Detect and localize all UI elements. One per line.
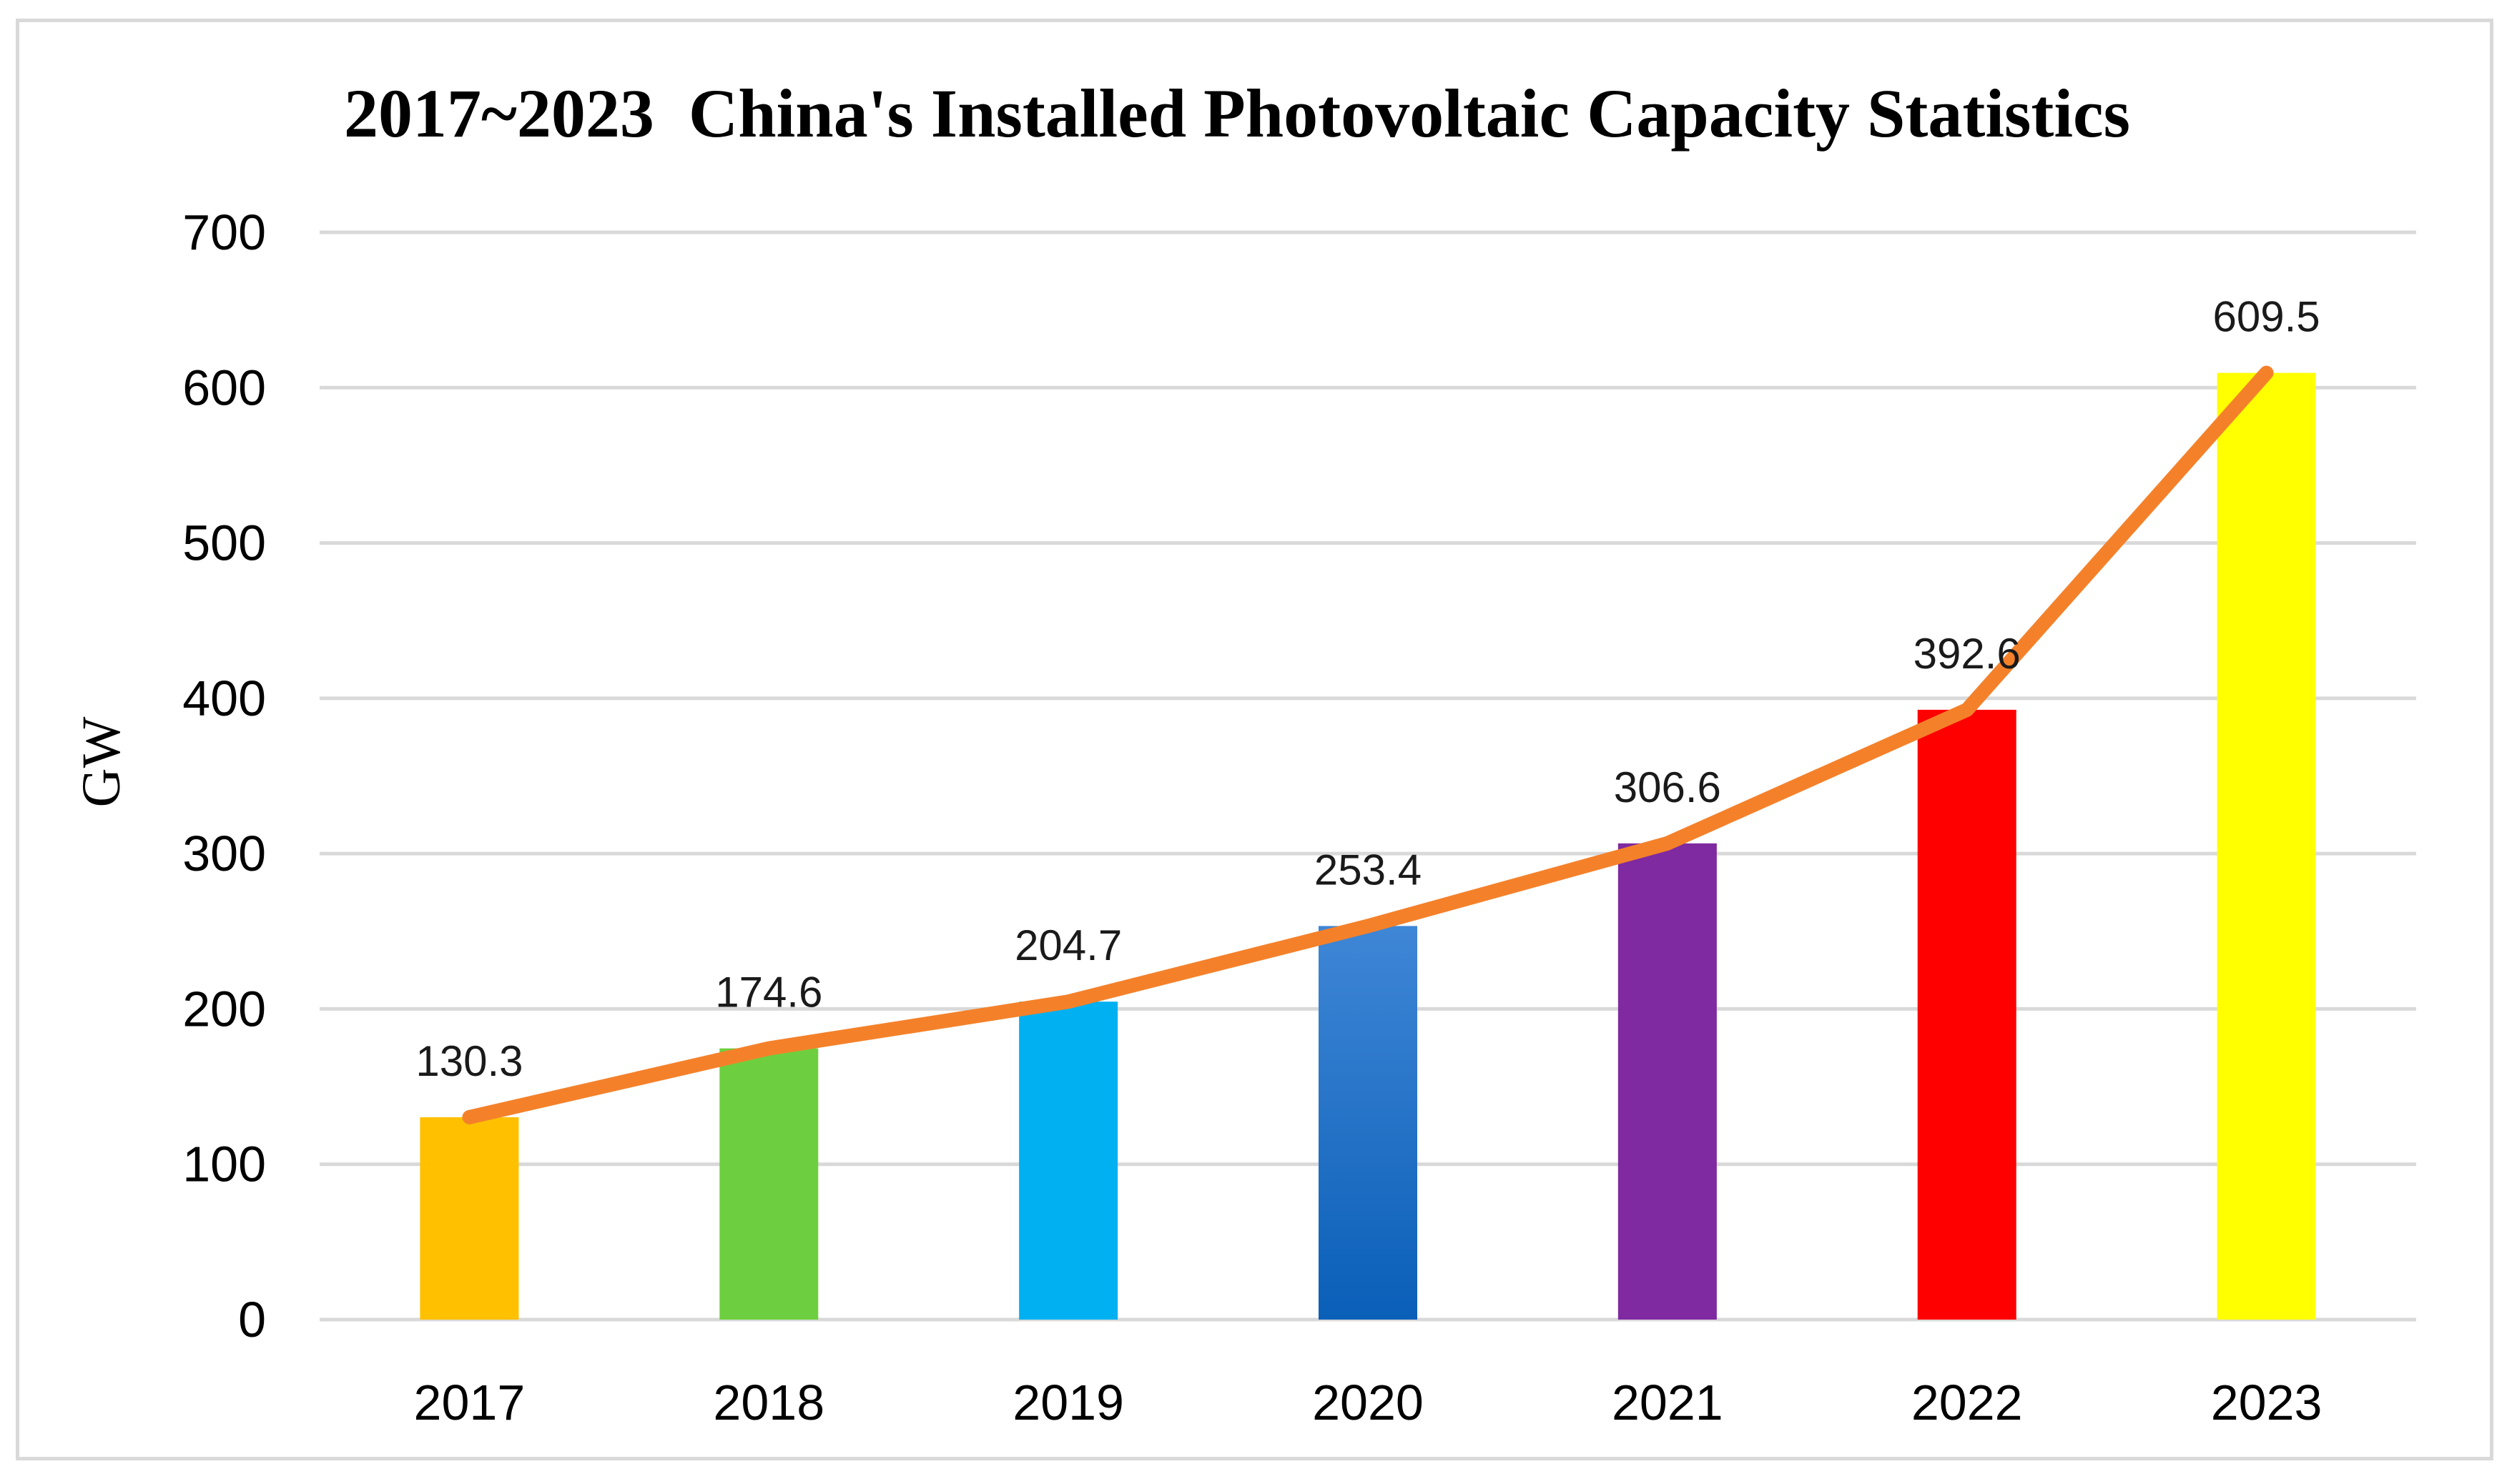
y-tick-label-600: 600 (182, 360, 266, 415)
x-tick-label-2019: 2019 (1013, 1375, 1124, 1430)
data-label-2020: 253.4 (1314, 846, 1422, 894)
bars (420, 372, 2316, 1320)
data-label-2023: 609.5 (2212, 293, 2320, 341)
y-tick-label-100: 100 (182, 1137, 266, 1192)
y-tick-label-200: 200 (182, 981, 266, 1037)
y-tick-label-700: 700 (182, 204, 266, 260)
bar-2023 (2217, 372, 2316, 1320)
x-axis-ticks: 2017 2018 2019 2020 2021 2022 2023 (414, 1375, 2323, 1430)
data-label-2021: 306.6 (1614, 763, 1721, 811)
y-tick-label-0: 0 (238, 1292, 266, 1347)
bar-2017 (420, 1117, 519, 1320)
y-axis-ticks: 0 100 200 300 400 500 600 700 (182, 204, 266, 1347)
bar-2022 (1917, 709, 2016, 1320)
y-tick-label-500: 500 (182, 515, 266, 571)
data-label-2018: 174.6 (715, 969, 822, 1016)
x-tick-label-2023: 2023 (2211, 1375, 2323, 1430)
trend-line-series (462, 365, 2274, 1124)
chart-svg: 2017~2023 China's Installed Photovoltaic… (72, 75, 2416, 1430)
x-tick-label-2017: 2017 (414, 1375, 526, 1430)
chart-frame: 2017~2023 China's Installed Photovoltaic… (16, 19, 2493, 1460)
y-axis-title: GW (72, 716, 132, 807)
x-tick-label-2021: 2021 (1612, 1375, 1723, 1430)
chart-title: 2017~2023 China's Installed Photovoltaic… (344, 75, 2130, 152)
data-label-2019: 204.7 (1015, 921, 1122, 969)
bar-2019 (1019, 1001, 1118, 1320)
data-label-2017: 130.3 (415, 1037, 523, 1085)
data-label-2022: 392.6 (1913, 630, 2021, 678)
data-labels: 130.3 174.6 204.7 253.4 306.6 392.6 609.5 (415, 293, 2320, 1085)
x-tick-label-2018: 2018 (713, 1375, 824, 1430)
x-tick-label-2020: 2020 (1312, 1375, 1424, 1430)
bar-2020 (1319, 926, 1417, 1320)
x-tick-label-2022: 2022 (1911, 1375, 2023, 1430)
bar-2018 (719, 1048, 819, 1320)
bar-2021 (1617, 843, 1717, 1320)
trend-line (462, 365, 2274, 1124)
y-tick-label-400: 400 (182, 671, 266, 726)
y-tick-label-300: 300 (182, 826, 266, 881)
